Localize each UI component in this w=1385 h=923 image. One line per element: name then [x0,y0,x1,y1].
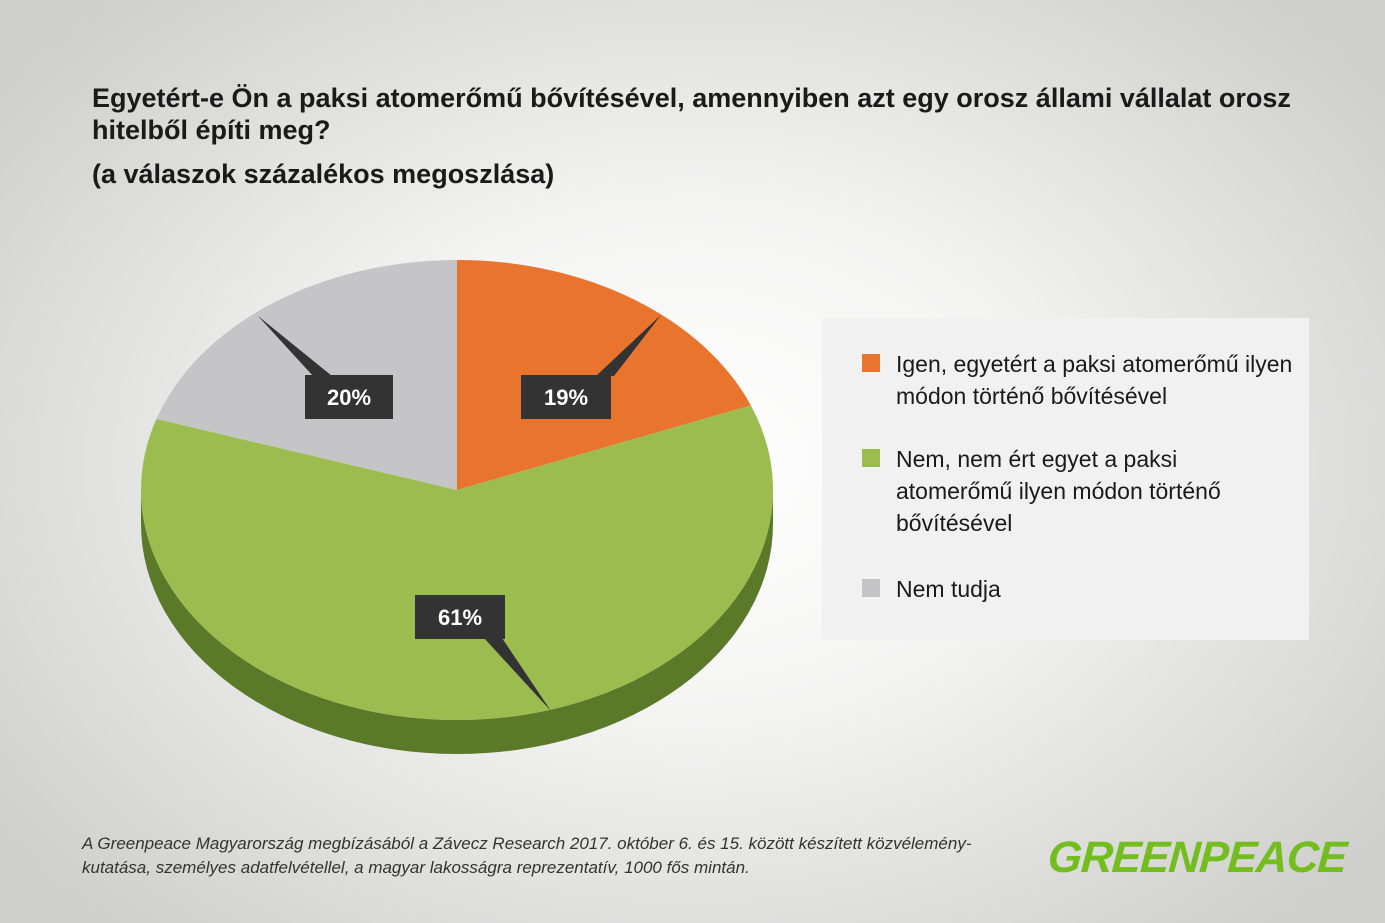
legend-swatch-nem [862,449,880,467]
legend-swatch-nem-tudja [862,579,880,597]
legend-item-nem: Nem, nem ért egyet a paksi atomerőmű ily… [862,443,1296,539]
legend-label-igen: Igen, egyetért a paksi atomerőmű ilyen m… [896,351,1293,409]
data-label-nem-tudja-text: 20% [327,385,371,410]
data-label-nem-pointer [484,638,551,711]
legend-label-nem: Nem, nem ért egyet a paksi atomerőmű ily… [896,446,1221,536]
legend-item-nem-tudja: Nem tudja [862,573,1296,605]
chart-title: Egyetért-e Ön a paksi atomerőmű bővítésé… [92,83,1291,145]
data-label-igen: 19% [521,315,661,419]
slice-nem [141,405,774,720]
data-label-igen-text: 19% [544,385,588,410]
chart-subtitle: (a válaszok százalékos megoszlása) [92,159,555,189]
data-label-nem-box [415,595,505,639]
title-block: Egyetért-e Ön a paksi atomerőmű bővítésé… [92,82,1322,190]
data-label-nem-tudja-pointer [258,316,332,376]
legend-item-igen: Igen, egyetért a paksi atomerőmű ilyen m… [862,348,1296,412]
legend: Igen, egyetért a paksi atomerőmű ilyen m… [822,318,1309,640]
data-label-nem-tudja-box [305,375,393,419]
legend-label-nem-tudja: Nem tudja [896,576,1001,602]
data-label-igen-box [521,375,611,419]
data-label-nem: 61% [415,595,551,711]
greenpeace-logo: GREENPEACE [1046,833,1348,882]
data-label-nem-tudja: 20% [258,316,393,419]
data-label-igen-pointer [596,315,661,376]
legend-swatch-igen [862,354,880,372]
data-label-nem-text: 61% [438,605,482,630]
footnote: A Greenpeace Magyarország megbízásából a… [82,834,972,877]
